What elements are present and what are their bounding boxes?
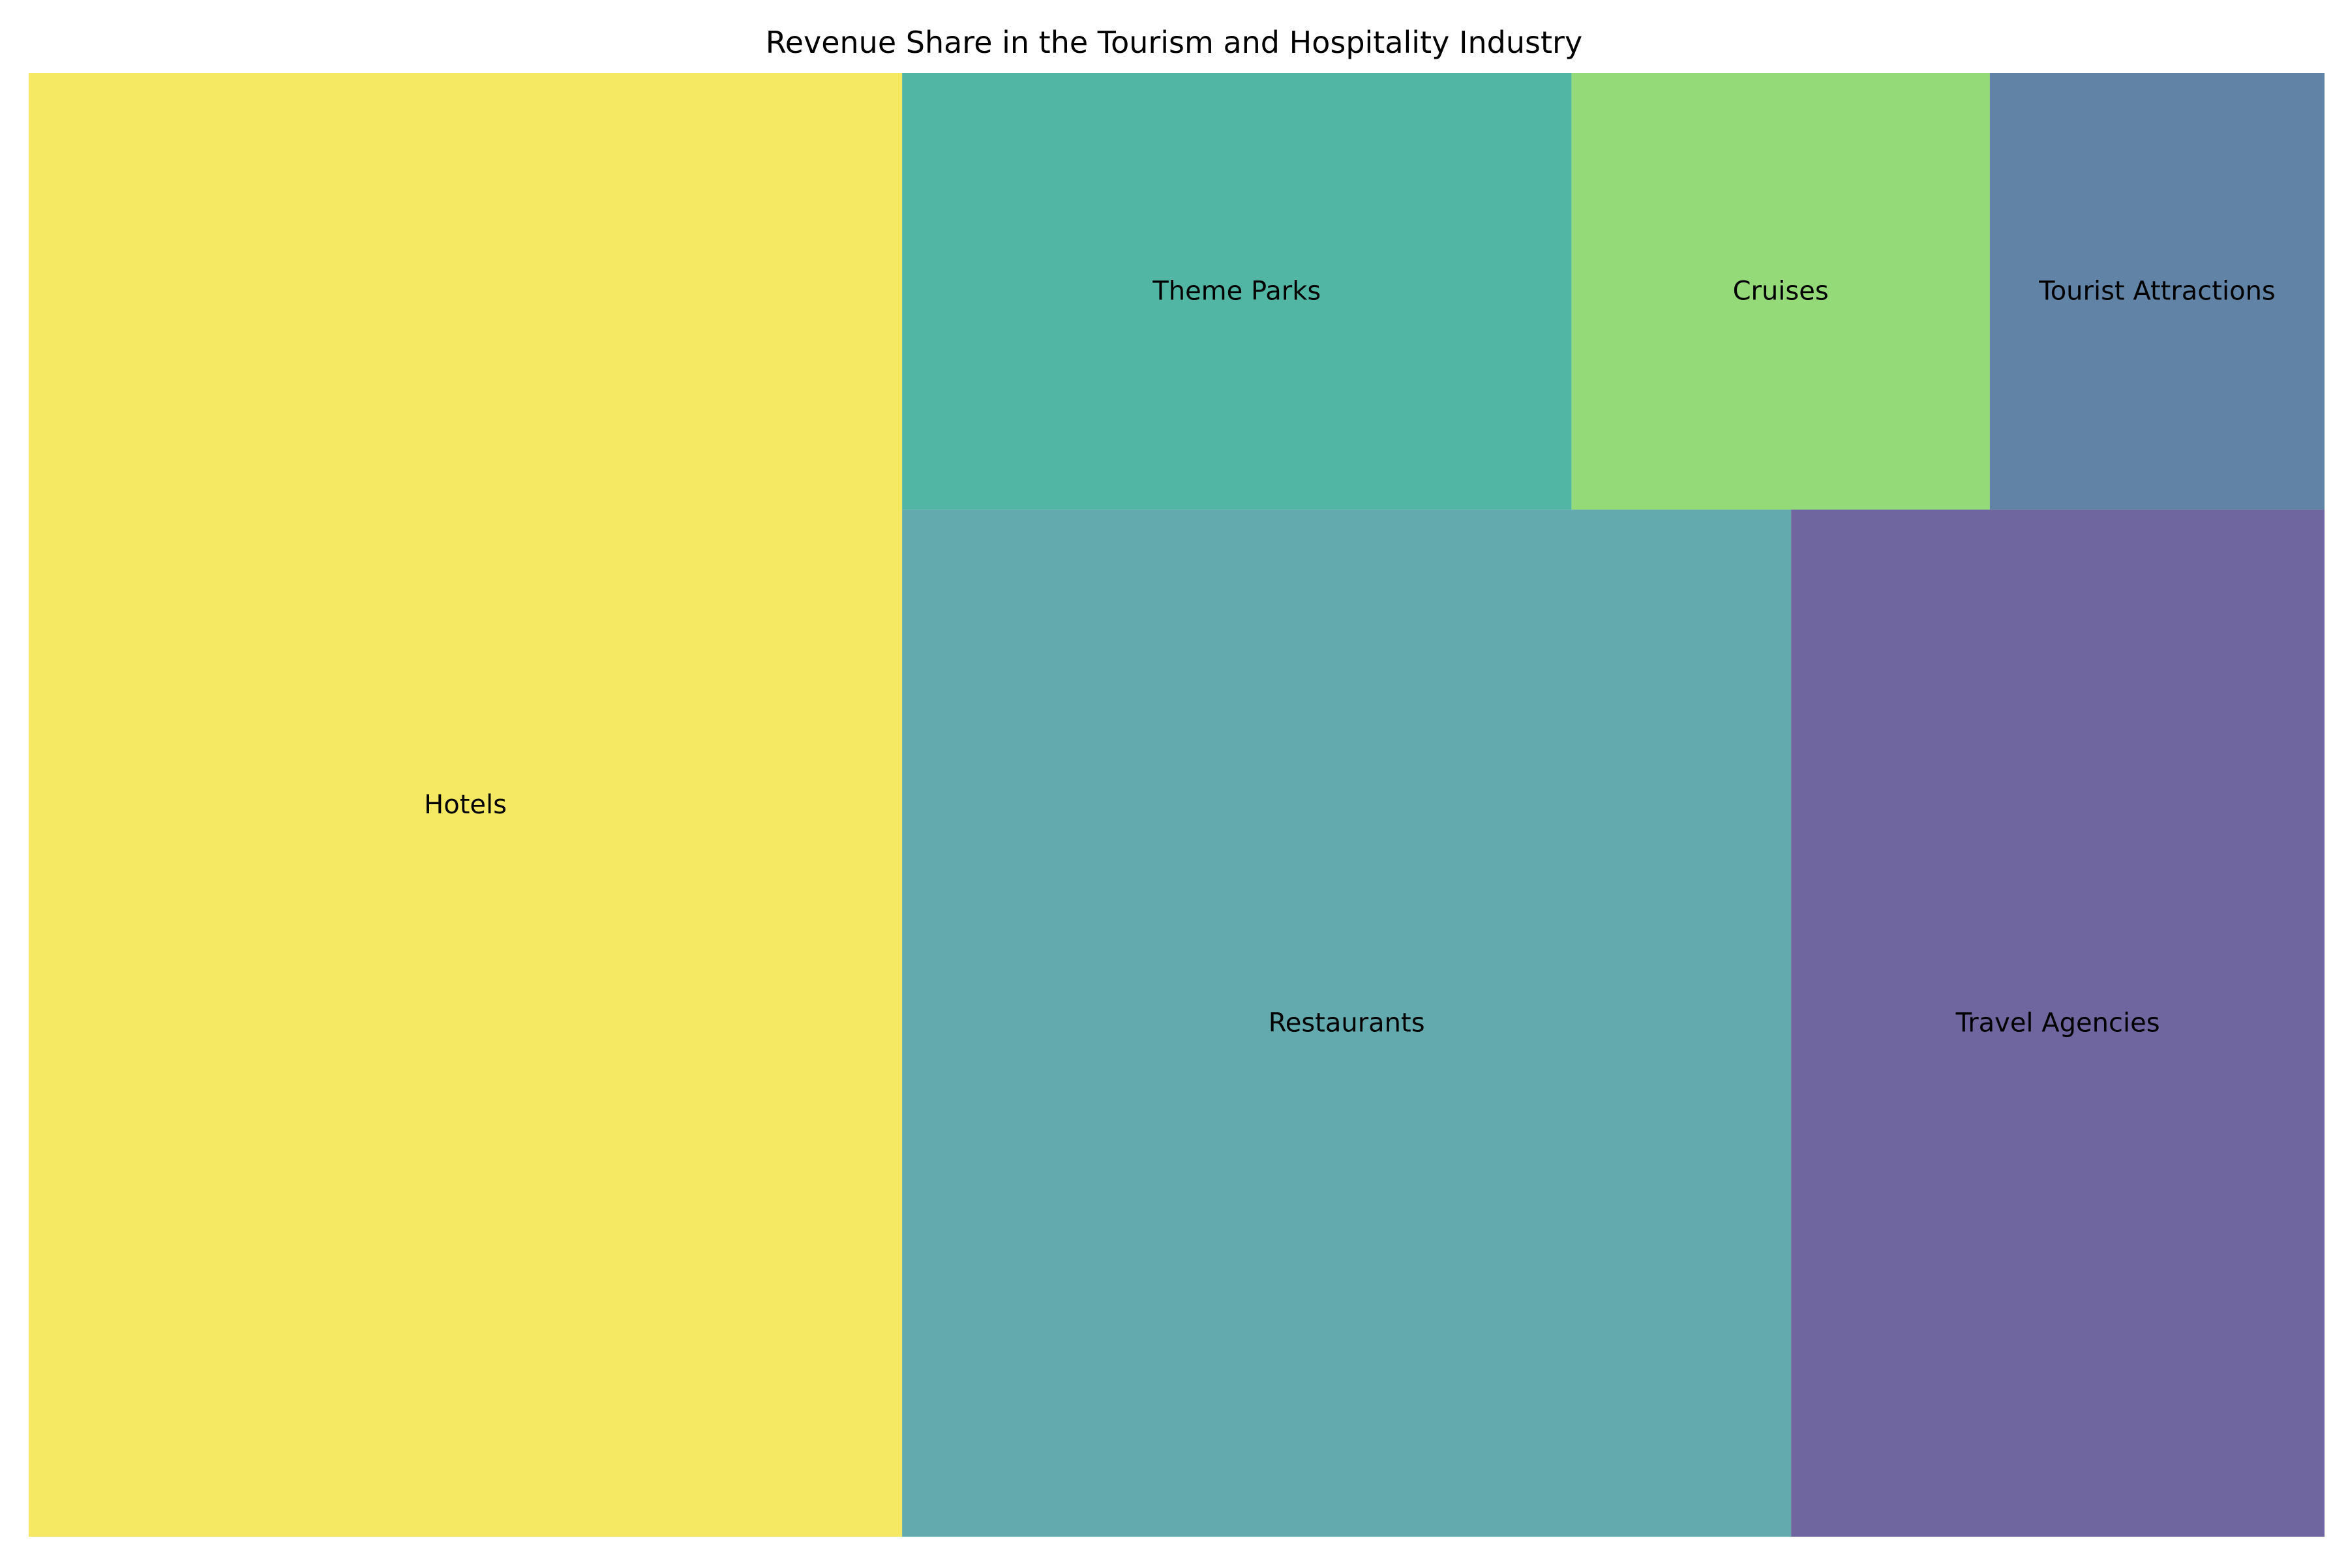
treemap-tile-cruises: Cruises xyxy=(1571,73,1990,510)
treemap-rect-cruises xyxy=(1571,73,1990,510)
treemap-tile-travel-agencies: Travel Agencies xyxy=(1791,509,2325,1537)
treemap-label-tourist-attractions: Tourist Attractions xyxy=(2038,277,2276,307)
treemap-label-cruises: Cruises xyxy=(1733,277,1829,307)
treemap-label-theme-parks: Theme Parks xyxy=(1152,277,1321,307)
treemap-tile-theme-parks: Theme Parks xyxy=(902,73,1572,510)
treemap-rect-restaurants xyxy=(902,509,1792,1537)
treemap-tile-tourist-attractions: Tourist Attractions xyxy=(1989,73,2325,510)
treemap-label-hotels: Hotels xyxy=(424,790,507,820)
treemap-rect-theme-parks xyxy=(902,73,1572,510)
chart-title: Revenue Share in the Tourism and Hospita… xyxy=(765,25,1583,60)
treemap-label-restaurants: Restaurants xyxy=(1269,1008,1425,1038)
treemap-label-travel-agencies: Travel Agencies xyxy=(1955,1008,2160,1038)
treemap-rect-travel-agencies xyxy=(1791,509,2325,1537)
treemap-rect-hotels xyxy=(29,73,903,1537)
treemap-tile-hotels: Hotels xyxy=(29,73,903,1537)
treemap-rect-tourist-attractions xyxy=(1989,73,2325,510)
treemap-tile-restaurants: Restaurants xyxy=(902,509,1792,1537)
